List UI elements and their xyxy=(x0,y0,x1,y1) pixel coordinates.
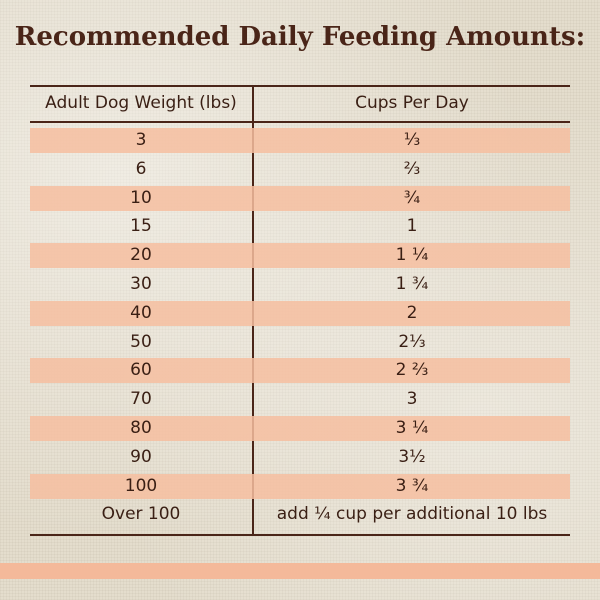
table-cell: 100 xyxy=(124,475,158,496)
table-cell: 50 xyxy=(130,331,152,352)
table-cell: 2 ⅔ xyxy=(395,360,429,381)
title: Recommended Daily Feeding Amounts: xyxy=(14,22,586,52)
table-cell: 40 xyxy=(130,302,152,323)
table-cell: add ¼ cup per additional 10 lbs xyxy=(276,504,548,525)
table-cell: 3 ¼ xyxy=(395,418,429,438)
header-cell: Adult Dog Weight (lbs) xyxy=(45,93,237,113)
row-stripe xyxy=(30,185,570,211)
table-cell: Over 100 xyxy=(101,504,181,525)
table-cell: 1 ¼ xyxy=(395,245,429,266)
table-cell: 3 xyxy=(406,389,418,410)
row-stripe xyxy=(30,243,570,269)
row-stripe xyxy=(30,300,570,326)
table-cell: 70 xyxy=(130,389,152,410)
table-cell: 30 xyxy=(130,274,152,294)
table-cell: 10 xyxy=(130,187,152,208)
table-cell: 80 xyxy=(130,418,152,438)
header-rule xyxy=(30,121,570,123)
bottom-rule xyxy=(30,534,570,536)
table-cell: 60 xyxy=(130,360,152,381)
row-stripe xyxy=(30,473,570,499)
table-cell: 2 xyxy=(406,302,418,323)
row-stripe xyxy=(30,358,570,384)
table-cell: 90 xyxy=(130,446,152,467)
table-cell: 3 xyxy=(135,130,147,150)
table-cell: ¾ xyxy=(403,187,421,208)
row-stripe xyxy=(30,128,570,153)
row-stripe xyxy=(30,416,570,441)
table-cell: 6 xyxy=(135,158,147,179)
top-rule xyxy=(30,85,570,87)
header-cell: Cups Per Day xyxy=(355,93,469,113)
table-cell: 2⅓ xyxy=(398,331,426,352)
table-cell: 20 xyxy=(130,245,152,266)
table-cell: ⅔ xyxy=(403,158,421,179)
table-cell: ⅓ xyxy=(403,130,421,150)
table-cell: 3 ¾ xyxy=(395,475,429,496)
table-cell: 1 xyxy=(406,216,418,237)
table-cell: 1 ¾ xyxy=(395,274,429,294)
table-cell: 3½ xyxy=(398,446,426,467)
bottom-band xyxy=(0,563,600,579)
table-cell: 15 xyxy=(130,216,152,237)
